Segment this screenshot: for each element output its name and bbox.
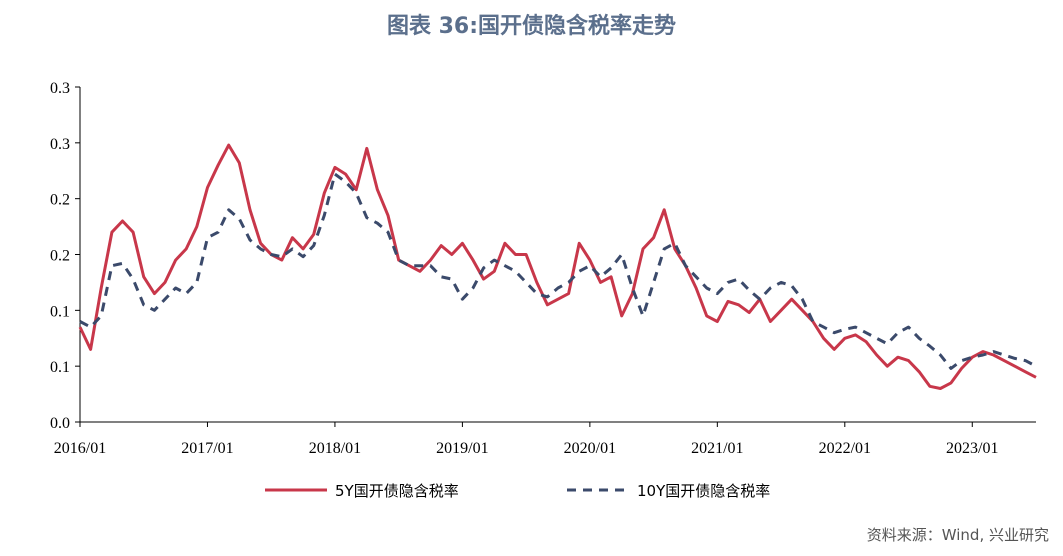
y-tick-label: 0.1 xyxy=(50,303,70,320)
x-tick-label: 2016/01 xyxy=(54,440,106,457)
x-tick-label: 2018/01 xyxy=(309,440,361,457)
x-tick-label: 2023/01 xyxy=(946,440,998,457)
x-tick-label: 2017/01 xyxy=(181,440,233,457)
y-tick-label: 0.1 xyxy=(50,359,70,376)
x-tick-label: 2020/01 xyxy=(564,440,616,457)
legend: 5Y国开债隐含税率 10Y国开债隐含税率 xyxy=(265,482,770,500)
y-tick-label: 0.2 xyxy=(50,192,70,209)
chart-title: 图表 36:国开债隐含税率走势 xyxy=(386,14,677,39)
x-tick-label: 2019/01 xyxy=(436,440,488,457)
axes: 0.0 0.1 0.1 0.2 0.2 0.3 0.3 2016/01 2017/01 2018/… xyxy=(50,80,1036,457)
legend-label-1: 5Y国开债隐含税率 xyxy=(335,482,459,500)
y-tick-label: 0.0 xyxy=(50,415,70,432)
series-line-1 xyxy=(78,143,1037,390)
legend-label-2: 10Y国开债隐含税率 xyxy=(637,482,770,500)
x-tick-label: 2021/01 xyxy=(691,440,743,457)
y-tick-label: 0.3 xyxy=(50,136,70,153)
series-layer xyxy=(78,143,1037,390)
series-line-2 xyxy=(79,172,1037,370)
y-tick-label: 0.2 xyxy=(50,248,70,265)
y-tick-label: 0.3 xyxy=(50,80,70,97)
source-note: 资料来源：Wind, 兴业研究 xyxy=(866,526,1049,544)
x-tick-label: 2022/01 xyxy=(819,440,871,457)
